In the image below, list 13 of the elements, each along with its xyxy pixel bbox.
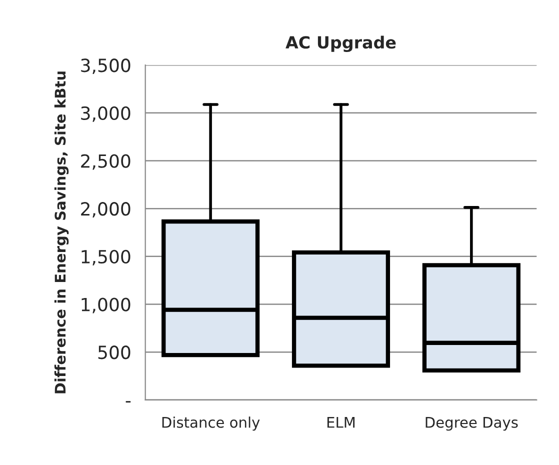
- y-tick-label: 500: [98, 346, 130, 360]
- y-tick-label: 1,500: [82, 250, 130, 266]
- y-tick-label: 2,000: [81, 202, 130, 218]
- chart-title: AC Upgrade: [286, 36, 396, 52]
- y-axis-title: Difference in Energy Savings, Site kBtu: [54, 72, 69, 394]
- x-tick-label: Degree Days: [426, 417, 518, 431]
- y-tick-label: 3,500: [81, 58, 130, 74]
- x-tick-label: ELM: [327, 417, 355, 428]
- y-tick-label: 1,000: [82, 298, 130, 314]
- y-tick-label: 3,000: [81, 106, 130, 122]
- x-tick-label: Distance only: [162, 416, 260, 431]
- y-tick-label: -: [126, 401, 131, 403]
- y-tick-label: 2,500: [81, 154, 130, 170]
